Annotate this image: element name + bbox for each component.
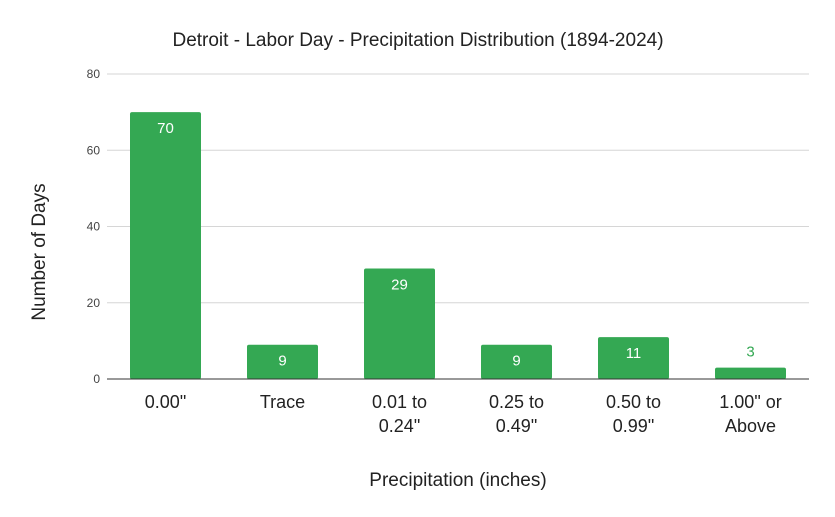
x-tick-label: 0.50 to 0.99" [606,392,661,436]
y-tick-label: 0 [93,372,100,386]
bar [364,268,435,379]
data-label: 9 [512,353,520,370]
y-tick-label: 80 [87,67,101,81]
data-label: 70 [157,120,174,137]
gridlines [107,73,809,304]
y-tick-label: 40 [87,220,101,234]
bar [715,367,786,379]
data-label: 3 [746,344,754,361]
x-tick-label: 0.25 to 0.49" [489,392,544,436]
y-axis-ticks: 0 20 40 60 80 [87,67,101,386]
data-label: 11 [626,345,642,362]
y-axis-title: Number of Days [29,183,50,320]
x-tick-label: 0.01 to 0.24" [372,392,427,436]
y-tick-label: 20 [87,296,101,310]
data-label: 9 [278,353,286,370]
chart-title: Detroit - Labor Day - Precipitation Dist… [172,30,663,51]
bar [481,344,552,379]
x-axis-title: Precipitation (inches) [369,470,546,491]
x-tick-label: 0.00" [145,392,186,412]
x-tick-label: 1.00" or Above [719,392,781,436]
bar [598,337,669,379]
bar [247,344,318,379]
bar [130,112,201,379]
y-tick-label: 60 [87,143,101,157]
data-labels: 70 9 29 9 11 3 [157,120,755,370]
bars [130,112,786,379]
x-tick-label: Trace [260,392,305,412]
x-axis-ticks: 0.00" Trace 0.01 to 0.24" 0.25 to 0.49" 0.50 t… [145,392,782,436]
data-label: 29 [391,276,408,293]
